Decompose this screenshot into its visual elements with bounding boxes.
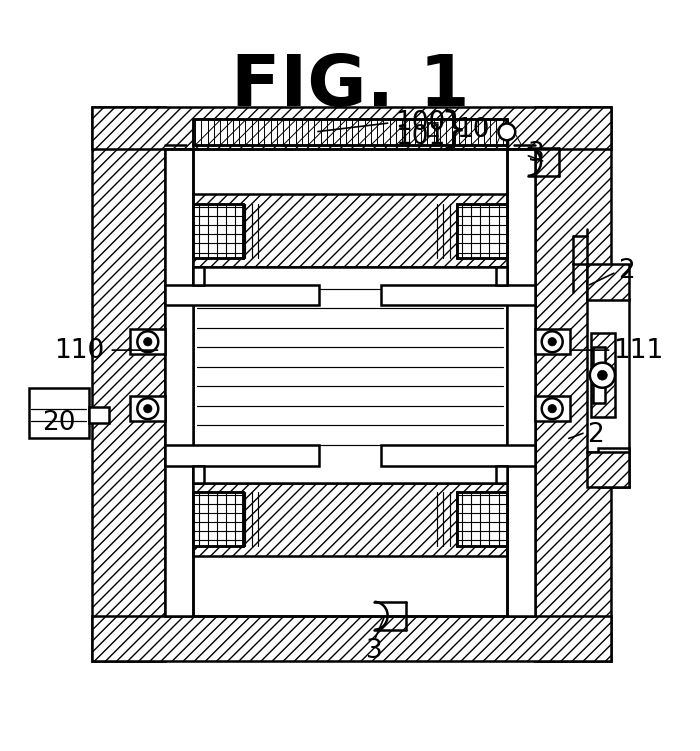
Polygon shape [193, 195, 507, 267]
Bar [193, 492, 244, 546]
Polygon shape [92, 616, 612, 661]
Polygon shape [591, 333, 615, 418]
Text: 101: 101 [395, 124, 446, 149]
Text: 100: 100 [395, 110, 446, 136]
Bar [29, 388, 88, 438]
Circle shape [137, 332, 158, 352]
Bar [130, 330, 165, 354]
Polygon shape [587, 452, 629, 487]
Text: 3: 3 [528, 141, 545, 167]
Circle shape [498, 124, 515, 140]
Bar [382, 285, 535, 306]
Bar [165, 149, 193, 616]
Bar [193, 204, 244, 258]
Polygon shape [535, 107, 612, 661]
Bar [456, 204, 507, 258]
Bar [165, 445, 318, 466]
Bar [193, 492, 244, 546]
Circle shape [144, 338, 152, 346]
Bar [535, 397, 570, 421]
Circle shape [542, 399, 563, 419]
Text: 111: 111 [613, 337, 664, 363]
Polygon shape [587, 264, 629, 300]
Bar [88, 408, 109, 423]
Polygon shape [193, 484, 507, 556]
Bar [496, 466, 507, 484]
Bar [456, 492, 507, 546]
Bar [130, 397, 165, 421]
Bar [496, 267, 507, 285]
Bar [456, 204, 507, 258]
Circle shape [548, 338, 556, 346]
Text: 3: 3 [366, 638, 383, 664]
Circle shape [542, 332, 563, 352]
Bar [598, 448, 629, 487]
Bar [165, 288, 193, 463]
Bar [193, 204, 244, 258]
Polygon shape [92, 107, 612, 149]
Text: }: } [439, 108, 468, 151]
Text: 110: 110 [55, 337, 104, 363]
Bar [456, 492, 507, 546]
Circle shape [144, 405, 152, 413]
Text: 20: 20 [42, 410, 76, 436]
Bar [193, 119, 507, 146]
Bar [535, 330, 570, 354]
Bar [193, 466, 204, 484]
Circle shape [590, 363, 615, 388]
Circle shape [598, 371, 608, 380]
Bar [165, 285, 318, 306]
Text: 2: 2 [587, 422, 604, 448]
Bar [193, 267, 204, 285]
Text: 10: 10 [456, 116, 489, 143]
Bar [507, 288, 535, 463]
Circle shape [548, 405, 556, 413]
Text: 2: 2 [618, 258, 635, 284]
Bar [193, 119, 507, 146]
Bar [593, 348, 606, 403]
Polygon shape [92, 107, 165, 661]
Circle shape [137, 399, 158, 419]
Bar [193, 267, 507, 484]
Bar [507, 149, 535, 616]
Text: FIG. 1: FIG. 1 [231, 52, 469, 120]
Bar [382, 445, 535, 466]
Bar [587, 299, 629, 452]
